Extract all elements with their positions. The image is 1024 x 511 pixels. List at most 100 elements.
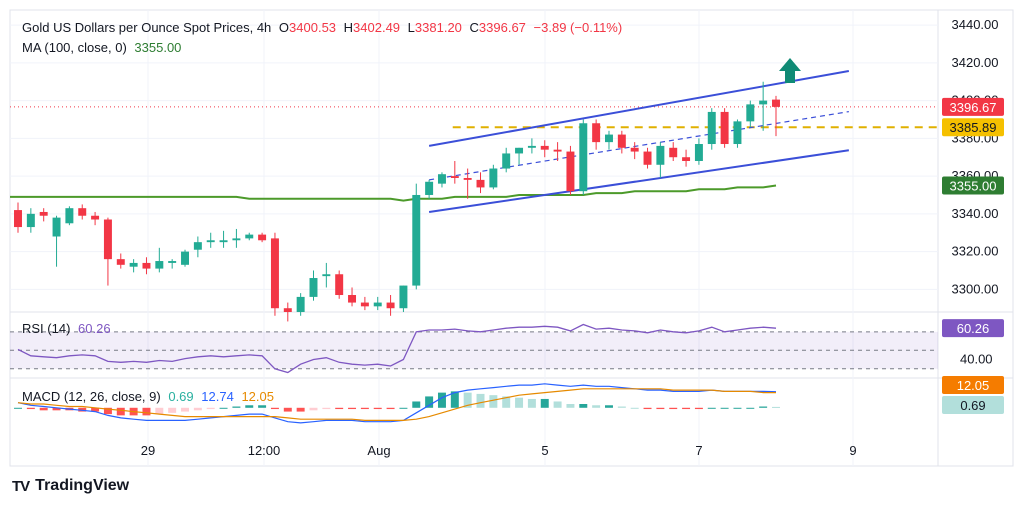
macd-histogram-bar [155, 407, 164, 415]
candle-body [373, 302, 382, 307]
y-tick-label: 3300.00 [952, 281, 999, 296]
candle-body [617, 134, 626, 148]
candle-body [245, 234, 254, 239]
macd-histogram-bar [630, 407, 639, 409]
candle-body [168, 261, 177, 263]
macd-histogram-bar [476, 393, 485, 408]
candle-body [348, 295, 357, 303]
candle-body [26, 213, 35, 228]
candle-body [746, 104, 755, 122]
macd-histogram-bar [682, 407, 691, 410]
macd-histogram-bar [425, 396, 434, 408]
macd-histogram-bar [78, 407, 87, 412]
candle-body [682, 157, 691, 161]
x-tick-label: 7 [695, 443, 702, 458]
candle-body [579, 123, 588, 192]
open-label: O [278, 20, 290, 35]
candle-body [258, 234, 267, 241]
channel-mid-line [429, 111, 849, 181]
low-value: 3381.20 [414, 20, 462, 35]
macd-legend: MACD (12, 26, close, 9) 0.69 12.74 12.05 [22, 389, 278, 404]
macd-histogram-bar [270, 407, 279, 410]
macd-histogram-bar [707, 407, 716, 409]
candle-body [65, 208, 74, 224]
low-label: L [407, 20, 415, 35]
macd-histogram-bar [412, 401, 421, 408]
macd-histogram-bar [566, 404, 575, 408]
candle-body [116, 259, 125, 265]
macd-histogram-bar [617, 406, 626, 408]
macd-histogram-bar [463, 392, 472, 408]
ma-legend: MA (100, close, 0) 3355.00 [22, 40, 185, 55]
ma-label: MA (100, close, 0) [22, 40, 127, 55]
macd-histogram-bar [527, 398, 536, 408]
macd-histogram-bar [52, 407, 61, 411]
candle-body [309, 278, 318, 297]
candle-body [14, 210, 22, 228]
macd-line [17, 383, 777, 424]
last-price-badge-bg [942, 97, 1004, 116]
macd-signal-line [17, 388, 776, 421]
candle-body [772, 99, 780, 107]
x-tick-label: 29 [141, 443, 155, 458]
candle-body [720, 111, 729, 145]
tradingview-logo[interactable]: TV TradingView [12, 477, 129, 495]
macd-histogram-bar [91, 407, 100, 412]
macd-histogram-bar [348, 407, 357, 410]
macd-histogram-bar [296, 407, 305, 412]
candle-body [630, 147, 639, 152]
rsi-legend: RSI (14) 60.26 [22, 321, 115, 336]
y-tick-label: 3420.00 [952, 55, 999, 70]
rsi-level-label: 40.00 [960, 352, 993, 367]
macd-histogram-bar [656, 407, 665, 410]
macd-value: 12.74 [201, 389, 234, 404]
candle-body [155, 261, 164, 269]
macd-histogram-bar [694, 407, 703, 410]
macd-hist-value: 0.69 [168, 389, 194, 404]
candle-body [142, 262, 151, 269]
macd-histogram-bar [437, 392, 446, 408]
macd-histogram-bar [245, 405, 254, 408]
macd-histogram-bar [309, 407, 318, 411]
macd-histogram-bar [335, 407, 344, 410]
macd-histogram-bar [733, 407, 742, 409]
candle-body [232, 238, 241, 241]
candle-body [206, 240, 215, 243]
candle-body [386, 302, 395, 309]
level-badge: 3385.89 [950, 120, 997, 135]
macd-histogram-bar [219, 407, 228, 409]
axis-layer: 3440.003420.003400.003380.003360.003340.… [141, 17, 999, 458]
macd-histogram-bar [515, 397, 524, 408]
rsi-label: RSI (14) [22, 321, 71, 336]
candle-body [39, 211, 48, 216]
macd-histogram-bar [181, 407, 189, 412]
x-tick-label: 9 [849, 443, 856, 458]
high-value: 3402.49 [353, 20, 401, 35]
macd-histogram-bar [772, 406, 780, 408]
macd-histogram-bar [759, 406, 768, 408]
symbol-title: Gold US Dollars per Ounce Spot Prices, 4… [22, 20, 272, 35]
y-tick-label: 3340.00 [952, 206, 999, 221]
macd-hist-badge: 0.69 [960, 398, 985, 413]
candle-body [527, 145, 536, 148]
candle-body [412, 194, 421, 286]
macd-histogram-bar [322, 407, 331, 410]
macd-pane [14, 383, 780, 424]
macd-histogram-bar [399, 407, 408, 409]
candle-body [592, 123, 601, 143]
candle-body [605, 134, 613, 143]
macd-histogram-bar [746, 407, 755, 409]
macd-hist-badge-bg [942, 396, 1004, 414]
candle-body [553, 149, 562, 152]
macd-histogram-bar [489, 395, 498, 408]
close-value: 3396.67 [478, 20, 526, 35]
candle-body [335, 274, 344, 296]
x-tick-label: 12:00 [248, 443, 281, 458]
y-tick-label: 3440.00 [952, 17, 999, 32]
ohlc-legend: Gold US Dollars per Ounce Spot Prices, 4… [22, 20, 626, 35]
macd-histogram-bar [579, 404, 588, 408]
macd-histogram-bar [605, 405, 613, 408]
candle-body [450, 176, 459, 178]
